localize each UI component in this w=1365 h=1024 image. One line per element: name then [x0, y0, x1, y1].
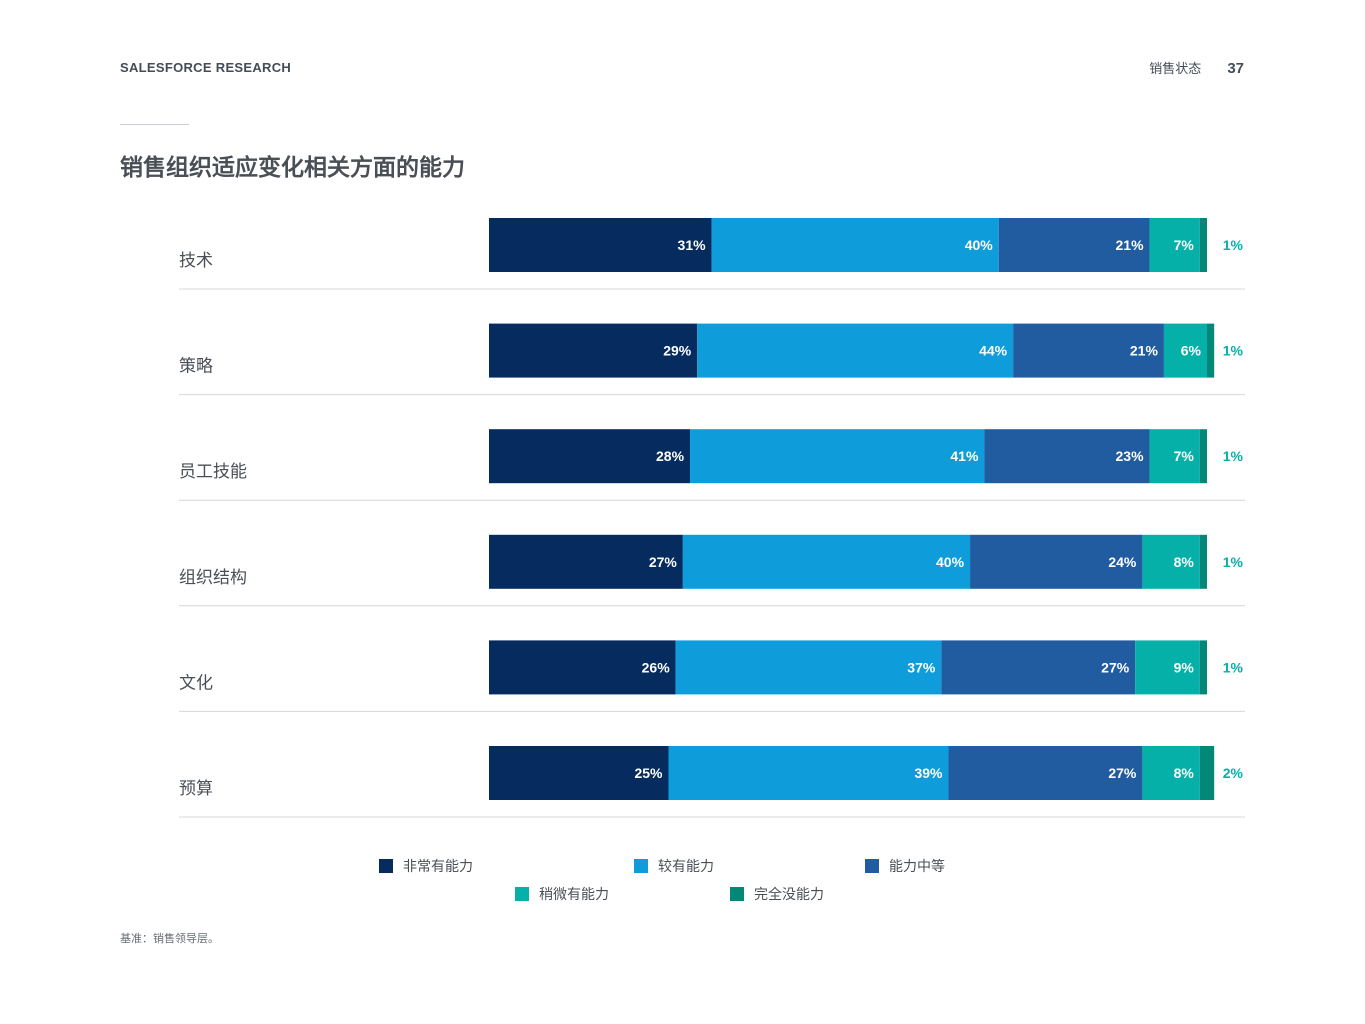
legend-swatch	[730, 887, 744, 901]
legend-label: 完全没能力	[754, 886, 824, 902]
bar-segment	[984, 429, 1150, 484]
data-label: 27%	[1108, 765, 1137, 781]
bar-segment	[489, 746, 669, 800]
section-name: 销售状态	[1149, 61, 1202, 76]
bar-segment	[1199, 746, 1215, 800]
data-label: 8%	[1174, 554, 1195, 570]
bar-segment	[1199, 429, 1207, 484]
header-brand: SALESFORCE RESEARCH	[120, 60, 292, 75]
bar-segment	[941, 640, 1136, 695]
data-label: 8%	[1174, 765, 1195, 781]
category-label: 策略	[179, 357, 213, 376]
bar-segment	[711, 218, 999, 272]
data-label: 24%	[1108, 554, 1137, 570]
bar-segment	[1149, 218, 1200, 272]
data-label: 1%	[1223, 659, 1244, 675]
data-label: 1%	[1223, 343, 1244, 359]
category-label: 预算	[179, 779, 213, 798]
legend-label: 能力中等	[889, 858, 945, 874]
category-label: 技术	[179, 251, 213, 270]
data-label: 40%	[936, 554, 965, 570]
legend-swatch	[865, 859, 879, 873]
legend-label: 较有能力	[658, 858, 714, 874]
data-label: 28%	[656, 448, 685, 464]
data-label: 25%	[634, 765, 663, 781]
bar-segment	[1142, 534, 1200, 589]
data-label: 27%	[649, 554, 678, 570]
legend-label: 非常有能力	[403, 858, 473, 874]
page-number: 37	[1227, 60, 1244, 77]
data-label: 6%	[1181, 343, 1202, 359]
legend-label: 稍微有能力	[539, 886, 609, 902]
data-label: 7%	[1174, 448, 1195, 464]
data-label: 37%	[907, 659, 936, 675]
data-label: 1%	[1223, 448, 1244, 464]
legend-item: 稍微有能力	[515, 884, 609, 904]
data-label: 27%	[1101, 659, 1130, 675]
data-label: 1%	[1223, 237, 1244, 253]
bar-segment	[489, 640, 676, 695]
chart-title: 销售组织适应变化相关方面的能力	[120, 154, 465, 180]
stacked-bar-chart: 技术 31% 40% 21% 7% 1% 策略 29% 44% 21% 6% 1% 员工技能 28% 41%…	[179, 218, 1245, 818]
bar-segment	[998, 218, 1150, 272]
category-label: 员工技能	[179, 462, 247, 481]
legend-swatch	[634, 859, 648, 873]
data-label: 41%	[950, 448, 979, 464]
data-label: 2%	[1223, 765, 1244, 781]
data-label: 7%	[1174, 237, 1195, 253]
bar-segment	[948, 746, 1143, 800]
bar-segment	[1199, 640, 1207, 695]
bar-segment	[489, 323, 698, 378]
data-label: 39%	[914, 765, 943, 781]
data-label: 31%	[678, 237, 707, 253]
bar-segment	[1013, 323, 1164, 378]
bar-segment	[697, 323, 1014, 378]
data-label: 21%	[1116, 237, 1145, 253]
bar-segment	[675, 640, 942, 695]
data-label: 29%	[663, 343, 692, 359]
data-label: 1%	[1223, 554, 1244, 570]
bar-segment	[682, 534, 971, 589]
data-label: 44%	[979, 343, 1008, 359]
data-label: 40%	[965, 237, 994, 253]
data-label: 9%	[1174, 659, 1195, 675]
title-divider	[120, 124, 189, 125]
bar-segment	[1142, 746, 1200, 800]
data-label: 26%	[642, 659, 671, 675]
legend-item: 能力中等	[865, 856, 945, 876]
data-label: 23%	[1116, 448, 1145, 464]
footnote: 基准：销售领导层。	[120, 933, 219, 945]
legend-item: 完全没能力	[730, 884, 824, 904]
bar-segment	[1163, 323, 1207, 378]
bar-segment	[489, 429, 691, 484]
bar-segment	[1199, 218, 1207, 272]
bar-segment	[1207, 323, 1215, 378]
bar-segment	[489, 218, 712, 272]
legend-item: 非常有能力	[379, 856, 473, 876]
legend-swatch	[379, 859, 393, 873]
bar-segment	[668, 746, 949, 800]
bar-segment	[690, 429, 985, 484]
legend-swatch	[515, 887, 529, 901]
bar-segment	[1135, 640, 1200, 695]
category-label: 文化	[179, 673, 213, 692]
legend-item: 较有能力	[634, 856, 714, 876]
data-label: 21%	[1130, 343, 1159, 359]
bar-segment	[1149, 429, 1200, 484]
header-right: 销售状态 37	[1149, 58, 1244, 77]
bar-segment	[970, 534, 1143, 589]
bar-segment	[489, 534, 683, 589]
category-label: 组织结构	[179, 568, 247, 587]
bar-segment	[1199, 534, 1207, 589]
